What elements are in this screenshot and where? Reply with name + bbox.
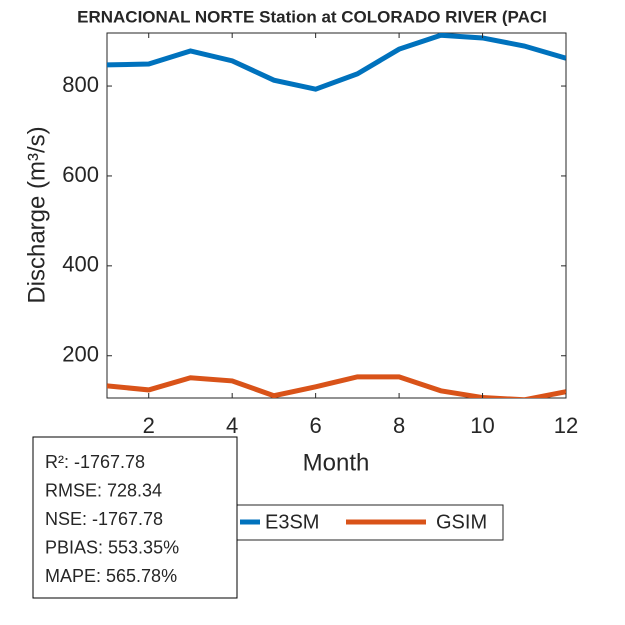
y-tick-label: 200 [62,342,99,367]
x-tick-label: 6 [310,413,322,438]
lines [107,33,566,398]
stat-line: PBIAS: 553.35% [45,537,179,557]
x-tick-label: 2 [143,413,155,438]
stat-line: RMSE: 728.34 [45,480,162,500]
chart-title: ERNACIONAL NORTE Station at COLORADO RIV… [77,7,547,26]
legend-label: E3SM [265,511,319,533]
series-line [107,33,566,92]
plot-area [106,32,567,399]
y-tick-label: 400 [62,252,99,277]
stat-line: R²: -1767.78 [45,452,145,472]
stat-line: MAPE: 565.78% [45,566,177,586]
x-tick-label: 8 [393,413,405,438]
x-tick-label: 10 [470,413,494,438]
x-tick-label: 12 [554,413,578,438]
stat-line: NSE: -1767.78 [45,509,163,529]
y-tick-label: 800 [62,72,99,97]
x-tick-label: 4 [226,413,238,438]
x-axis-label: Month [303,449,370,476]
stats-box [32,436,238,599]
series-line [107,374,566,398]
legend-label: GSIM [436,511,487,533]
y-axis-label: Discharge (m³/s) [23,126,50,303]
y-tick-label: 600 [62,162,99,187]
